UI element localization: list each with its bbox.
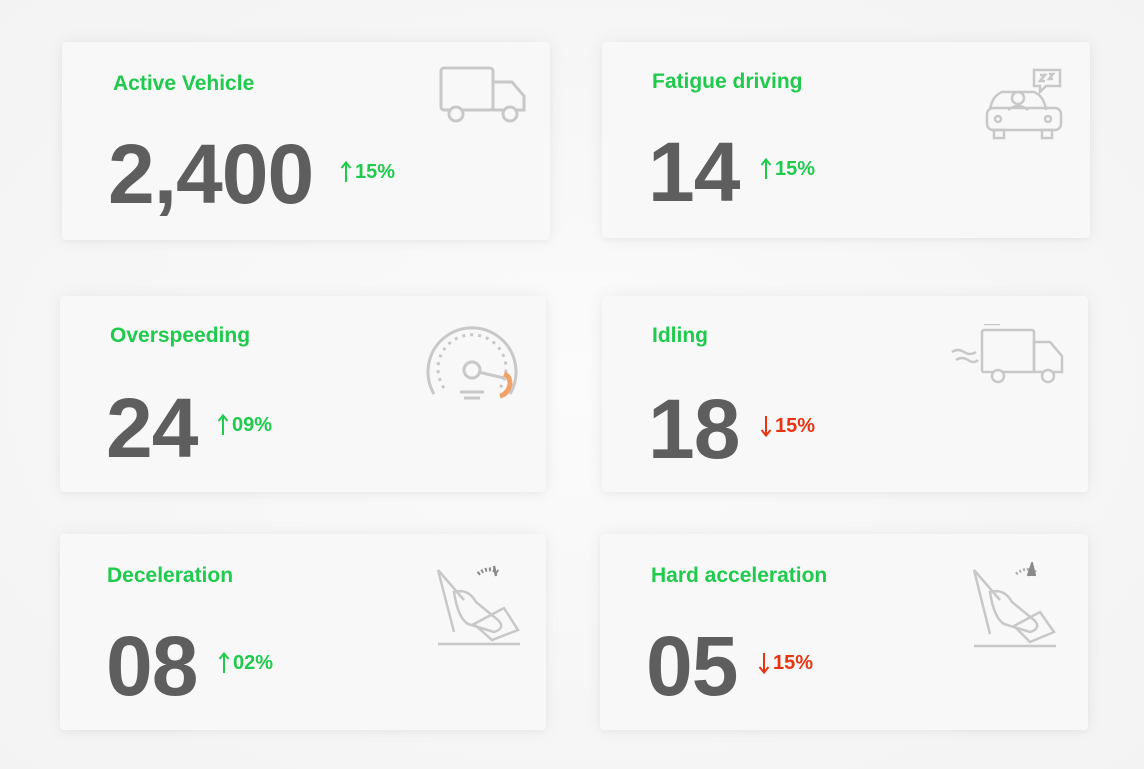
trend-value: 02% xyxy=(233,651,274,674)
trend-indicator: 15% xyxy=(760,157,815,181)
card-title: Active Vehicle xyxy=(113,72,255,95)
truck-icon xyxy=(438,64,528,126)
card-value: 05 xyxy=(646,619,738,713)
arrow-up-icon xyxy=(340,160,352,182)
card-value: 08 xyxy=(106,619,198,713)
card-value: 18 xyxy=(648,382,740,476)
card-title: Hard acceleration xyxy=(651,564,828,587)
card-value: 2,400 xyxy=(108,127,314,221)
stat-card-overspeeding[interactable]: Overspeeding 24 09% xyxy=(60,296,546,492)
card-title: Deceleration xyxy=(107,564,234,587)
stat-card-deceleration[interactable]: Deceleration 08 02% xyxy=(60,534,546,730)
arrow-up-icon xyxy=(217,413,229,435)
stat-card-active-vehicle[interactable]: Active Vehicle 2,400 15% xyxy=(62,42,550,240)
card-value: 24 xyxy=(106,381,198,475)
card-title: Idling xyxy=(652,324,708,347)
trend-indicator: 09% xyxy=(217,413,272,437)
speedometer-icon xyxy=(420,318,524,406)
card-title: Fatigue driving xyxy=(652,70,803,93)
stat-card-hard-acceleration[interactable]: Hard acceleration 05 15% xyxy=(600,534,1088,730)
arrow-up-icon xyxy=(760,157,772,179)
idling-truck-icon xyxy=(950,324,1066,386)
brake-pedal-icon xyxy=(434,562,524,648)
arrow-down-icon xyxy=(760,416,772,438)
trend-value: 15% xyxy=(355,160,396,183)
card-title: Overspeeding xyxy=(110,324,251,347)
trend-value: 09% xyxy=(232,413,273,436)
arrow-up-icon xyxy=(218,651,230,673)
card-value: 14 xyxy=(648,125,740,219)
arrow-down-icon xyxy=(758,653,770,675)
trend-indicator: 15% xyxy=(760,414,815,438)
sleepy-driver-icon xyxy=(984,64,1066,140)
trend-indicator: 15% xyxy=(340,160,395,184)
stat-card-fatigue-driving[interactable]: Fatigue driving 14 15% xyxy=(602,42,1090,238)
trend-value: 15% xyxy=(773,651,814,674)
trend-value: 15% xyxy=(775,157,816,180)
trend-indicator: 15% xyxy=(758,651,813,675)
accelerator-pedal-icon xyxy=(970,562,1060,650)
stat-card-idling[interactable]: Idling 18 15% xyxy=(602,296,1088,492)
trend-indicator: 02% xyxy=(218,651,273,675)
trend-value: 15% xyxy=(775,414,816,437)
